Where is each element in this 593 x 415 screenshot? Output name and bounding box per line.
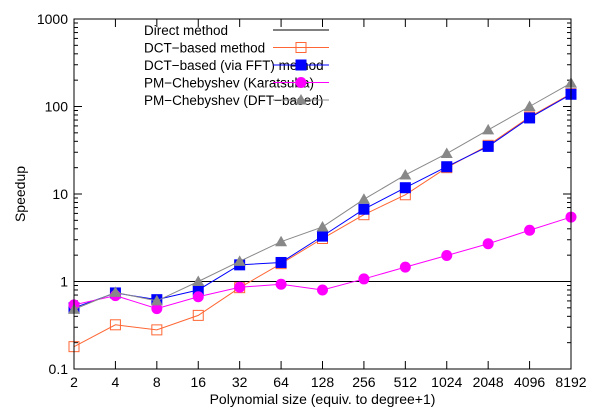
series-line [73, 93, 572, 348]
data-point [192, 284, 204, 296]
legend-label: PM−Chebyshev (Karatsuba) [144, 76, 314, 91]
data-point [234, 281, 246, 293]
data-point [109, 286, 122, 297]
series-line [73, 82, 572, 310]
legend-marker [295, 94, 307, 105]
data-point [523, 100, 536, 111]
data-point [399, 182, 411, 194]
legend-label: DCT−based (via FFT) method [144, 58, 324, 73]
data-point [482, 238, 494, 250]
data-point [275, 278, 287, 290]
data-point [399, 168, 412, 180]
x-tick-label: 4 [112, 374, 120, 390]
x-tick-label: 4096 [514, 374, 545, 390]
legend: Direct method DCT−based method DCT−based (… [144, 23, 329, 108]
series-line [73, 93, 572, 309]
legend-marker [295, 59, 307, 71]
data-point [482, 123, 495, 135]
x-tick-labels: 2 4 8 16 32 64 128 256 512 1024 2048 4096 8192 [70, 374, 587, 390]
y-axis-label: Speedup [12, 166, 28, 222]
data-point [150, 294, 163, 306]
x-tick-label: 512 [394, 374, 418, 390]
x-tick-label: 64 [273, 374, 289, 390]
data-point [192, 291, 204, 303]
legend-label: Direct method [144, 23, 228, 38]
data-point [524, 112, 536, 124]
x-tick-label: 2048 [473, 374, 504, 390]
y-tick-label: 0.1 [49, 361, 69, 377]
x-tick-label: 8192 [555, 374, 586, 390]
data-point [275, 256, 287, 268]
data-point [399, 261, 411, 273]
plot-frame [73, 18, 572, 370]
y-tick-label: 1000 [37, 11, 68, 27]
data-point [441, 161, 453, 173]
data-point [482, 140, 494, 152]
data-point [275, 235, 288, 247]
data-point [358, 273, 370, 285]
legend-label: PM−Chebyshev (DFT−based) [144, 93, 323, 108]
legend-entry: DCT−based (via FFT) method [144, 58, 329, 73]
data-point [357, 193, 370, 204]
data-point [358, 203, 370, 215]
series-4 [68, 77, 577, 314]
x-tick-label: 256 [352, 374, 376, 390]
legend-marker [295, 42, 307, 53]
data-point [151, 324, 163, 336]
x-tick-label: 32 [232, 374, 248, 390]
data-point [441, 250, 453, 262]
x-tick-label: 16 [190, 374, 206, 390]
legend-entry: PM−Chebyshev (DFT−based) [144, 93, 329, 108]
data-point [317, 284, 328, 296]
series-layer [68, 77, 577, 353]
y-tick-label: 100 [45, 99, 69, 115]
series-2 [68, 88, 577, 314]
legend-marker [295, 77, 307, 88]
legend-entry: DCT−based method [144, 41, 329, 56]
data-point [151, 303, 163, 315]
data-point [524, 224, 536, 236]
y-tick-label: 1 [60, 274, 68, 290]
data-point [192, 275, 205, 286]
data-point [440, 147, 453, 159]
data-point [109, 319, 121, 331]
series-1 [68, 88, 577, 353]
data-point [233, 255, 246, 266]
x-tick-label: 1024 [431, 374, 462, 390]
legend-label: DCT−based method [144, 41, 265, 56]
y-tick-label: 10 [52, 186, 68, 202]
data-point [317, 230, 328, 242]
legend-entry: PM−Chebyshev (Karatsuba) [144, 76, 329, 91]
x-axis-label: Polynomial size (equiv. to degree+1) [210, 391, 436, 407]
x-tick-label: 128 [311, 374, 335, 390]
x-tick-label: 2 [70, 374, 78, 390]
x-tick-label: 8 [153, 374, 161, 390]
data-point [192, 309, 204, 321]
y-tick-labels: 0.1 1 10 100 1000 [37, 11, 68, 377]
legend-entry: Direct method [144, 23, 329, 38]
data-point [316, 220, 329, 232]
